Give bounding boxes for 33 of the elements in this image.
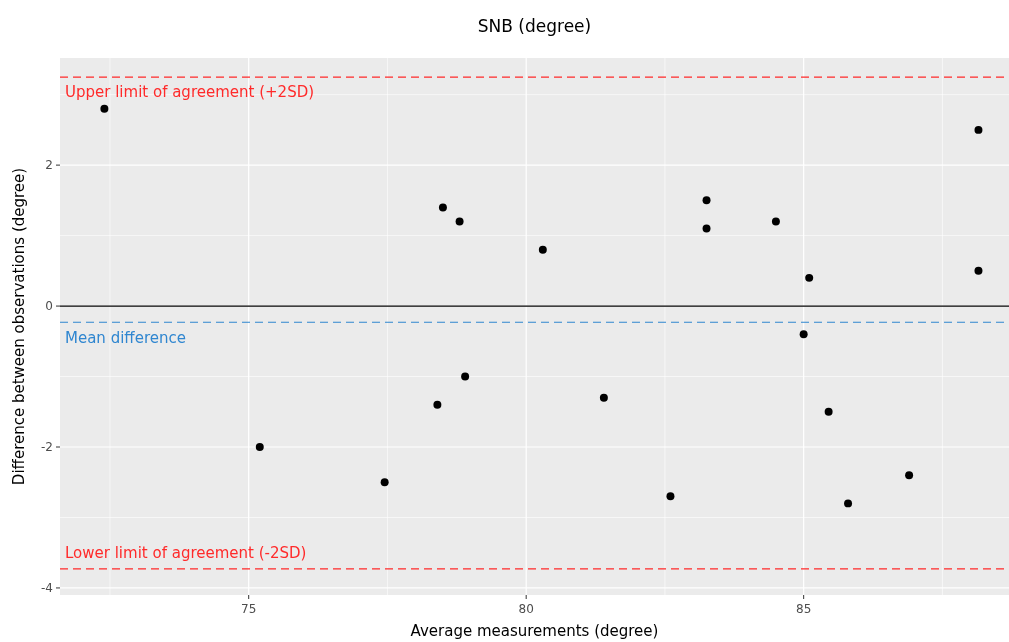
point: [805, 273, 814, 282]
x-tick-label: 80: [518, 602, 534, 616]
point: [974, 266, 983, 275]
point: [455, 217, 464, 226]
point: [702, 224, 711, 233]
y-tick-label: 0: [45, 299, 53, 314]
y-tick-label: -4: [41, 581, 53, 596]
point: [461, 372, 470, 381]
ref-line-label: Upper limit of agreement (+2SD): [65, 83, 315, 102]
point: [824, 407, 833, 416]
point: [255, 443, 264, 451]
point: [799, 330, 808, 339]
point: [771, 217, 780, 226]
point: [100, 104, 109, 113]
point: [974, 125, 983, 134]
point: [905, 471, 914, 480]
y-tick-label: 2: [45, 158, 53, 173]
point: [380, 478, 389, 487]
x-tick-label: 75: [241, 602, 257, 616]
y-axis-title: Difference between observations (degree): [10, 167, 28, 486]
y-tick-label: -2: [41, 440, 53, 455]
chart-title: SNB (degree): [477, 16, 592, 36]
x-tick-label: 85: [796, 602, 812, 616]
point: [433, 400, 442, 409]
point: [666, 492, 675, 501]
ref-line-label: Lower limit of agreement (-2SD): [65, 543, 307, 562]
x-axis-title: Average measurements (degree): [410, 622, 659, 640]
point: [538, 245, 547, 254]
point: [438, 203, 447, 212]
point: [599, 393, 608, 402]
point: [702, 196, 711, 205]
ref-line-label: Mean difference: [65, 329, 186, 348]
point: [844, 499, 853, 508]
